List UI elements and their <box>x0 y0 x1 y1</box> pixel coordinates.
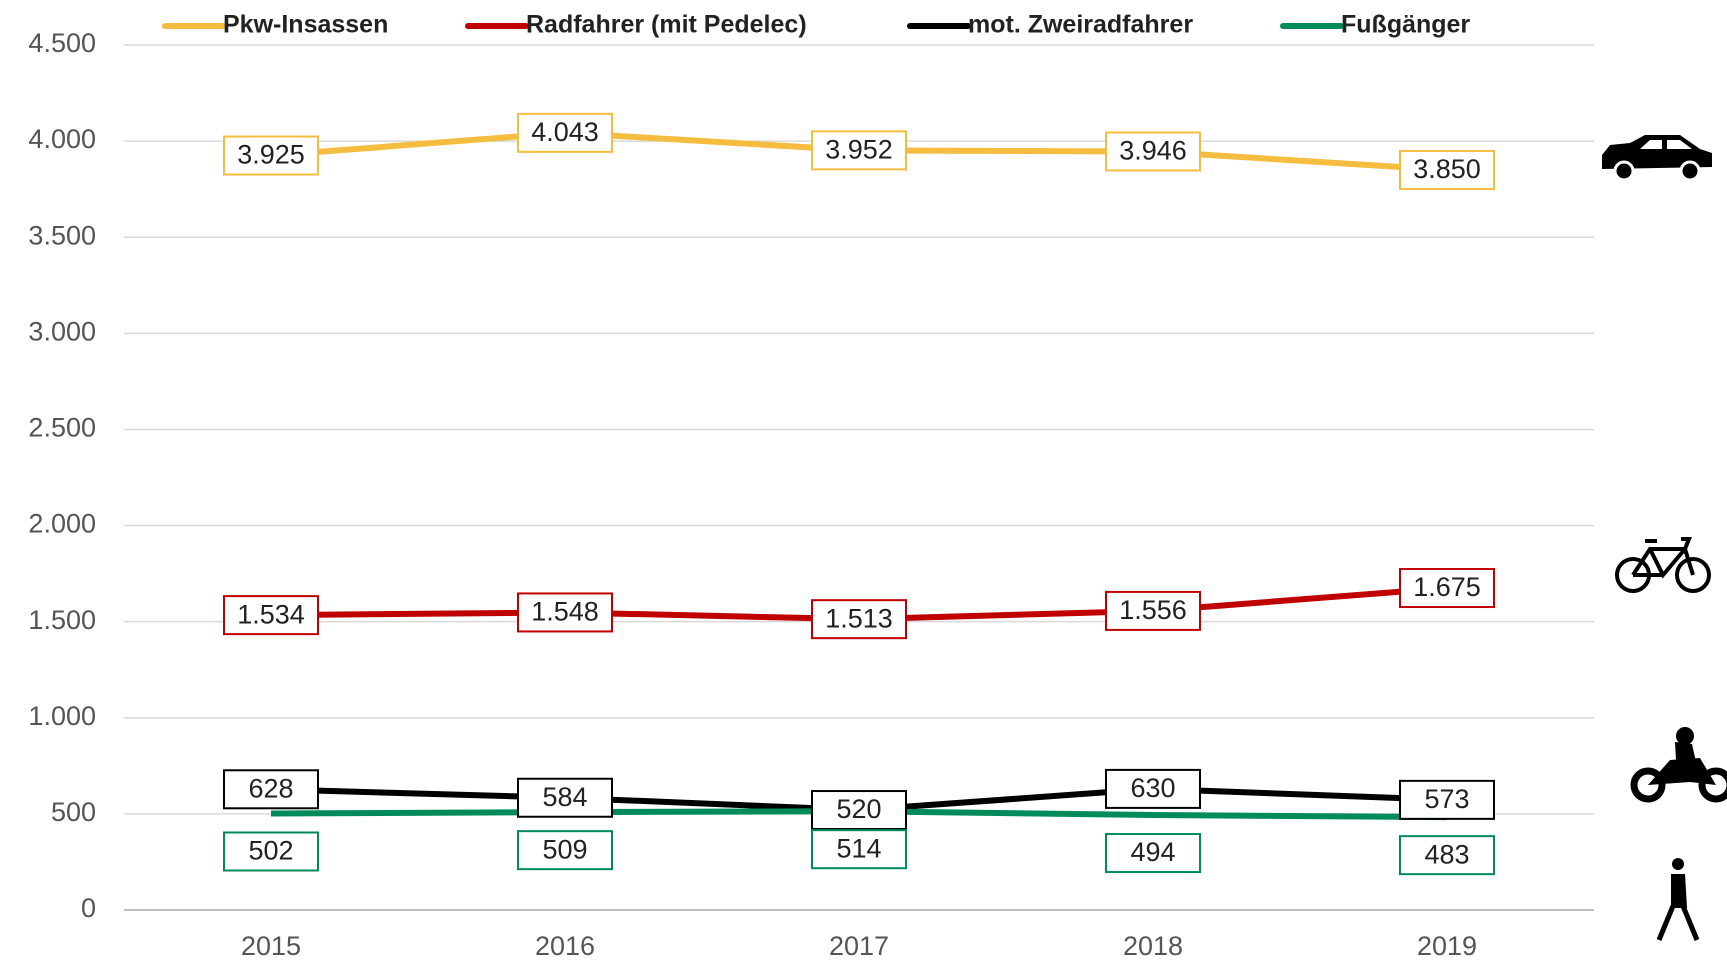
label-box <box>517 830 613 871</box>
data-label: 1.556 <box>1105 590 1201 631</box>
data-label: 520 <box>811 790 907 831</box>
data-label: 494 <box>1105 833 1201 874</box>
data-label: 3.952 <box>811 130 907 171</box>
data-label: 1.513 <box>811 599 907 640</box>
data-label-text: 1.556 <box>1119 595 1187 625</box>
data-label-text: 3.952 <box>825 134 893 164</box>
label-box <box>811 790 907 831</box>
x-tick-label: 2019 <box>1417 931 1477 961</box>
label-box <box>1399 779 1495 820</box>
label-box <box>517 777 613 818</box>
legend-label: mot. Zweiradfahrer <box>968 11 1193 39</box>
x-tick-label: 2016 <box>535 931 595 961</box>
label-box <box>1399 568 1495 609</box>
data-label: 630 <box>1105 768 1201 809</box>
x-tick-label: 2018 <box>1123 931 1183 961</box>
label-box <box>223 769 319 810</box>
data-label: 3.850 <box>1399 149 1495 190</box>
label-box <box>1105 833 1201 874</box>
y-tick-label: 4.500 <box>28 28 96 58</box>
label-box <box>1105 590 1201 631</box>
label-box <box>223 595 319 636</box>
label-box <box>811 130 907 171</box>
data-label-text: 514 <box>836 833 881 863</box>
y-tick-label: 3.500 <box>28 220 96 250</box>
data-label-text: 573 <box>1424 784 1469 814</box>
data-label: 1.548 <box>517 592 613 633</box>
motorcycle-icon <box>1630 727 1727 803</box>
legend-label: Pkw-Insassen <box>223 11 388 39</box>
label-box <box>223 135 319 176</box>
y-tick-label: 1.000 <box>28 701 96 731</box>
data-label-text: 628 <box>248 773 293 803</box>
y-tick-label: 4.000 <box>28 124 96 154</box>
data-label-text: 3.946 <box>1119 136 1187 166</box>
data-label: 4.043 <box>517 112 613 153</box>
data-label-text: 1.534 <box>237 599 305 629</box>
label-box <box>1399 835 1495 876</box>
label-box <box>811 829 907 870</box>
data-label-text: 494 <box>1130 837 1175 867</box>
data-label: 1.534 <box>223 595 319 636</box>
label-box <box>1105 131 1201 172</box>
data-label: 1.675 <box>1399 568 1495 609</box>
label-box <box>1399 149 1495 190</box>
data-label-text: 509 <box>542 834 587 864</box>
legend-label: Radfahrer (mit Pedelec) <box>526 11 807 39</box>
bike-icon <box>1615 537 1711 593</box>
x-tick-label: 2017 <box>829 931 889 961</box>
icons <box>1602 135 1727 941</box>
data-label-text: 3.850 <box>1413 154 1481 184</box>
y-tick-label: 2.500 <box>28 413 96 443</box>
label-box <box>811 599 907 640</box>
label-box <box>517 112 613 153</box>
data-label: 514 <box>811 829 907 870</box>
y-tick-label: 0 <box>81 893 96 923</box>
x-tick-label: 2015 <box>241 931 301 961</box>
data-label-text: 483 <box>1424 839 1469 869</box>
label-box <box>1105 768 1201 809</box>
data-label-text: 520 <box>836 794 881 824</box>
data-label-text: 630 <box>1130 773 1175 803</box>
y-tick-label: 2.000 <box>28 509 96 539</box>
data-label: 3.946 <box>1105 131 1201 172</box>
pedestrian-icon <box>1656 858 1700 941</box>
data-label: 483 <box>1399 835 1495 876</box>
data-label-text: 1.513 <box>825 603 893 633</box>
data-label: 628 <box>223 769 319 810</box>
car-icon <box>1602 135 1712 182</box>
data-label: 573 <box>1399 779 1495 820</box>
data-label: 509 <box>517 830 613 871</box>
data-label-text: 502 <box>248 836 293 866</box>
data-label: 584 <box>517 777 613 818</box>
legend-label: Fußgänger <box>1341 11 1470 39</box>
data-label-text: 584 <box>542 782 587 812</box>
data-label-text: 4.043 <box>531 117 599 147</box>
data-label-text: 1.675 <box>1413 572 1481 602</box>
data-label: 3.925 <box>223 135 319 176</box>
y-tick-label: 3.000 <box>28 316 96 346</box>
data-label-text: 1.548 <box>531 597 599 627</box>
label-box <box>517 592 613 633</box>
data-label: 502 <box>223 831 319 872</box>
y-tick-label: 1.500 <box>28 605 96 635</box>
data-label-text: 3.925 <box>237 140 305 170</box>
y-tick-label: 500 <box>51 797 96 827</box>
label-box <box>223 831 319 872</box>
